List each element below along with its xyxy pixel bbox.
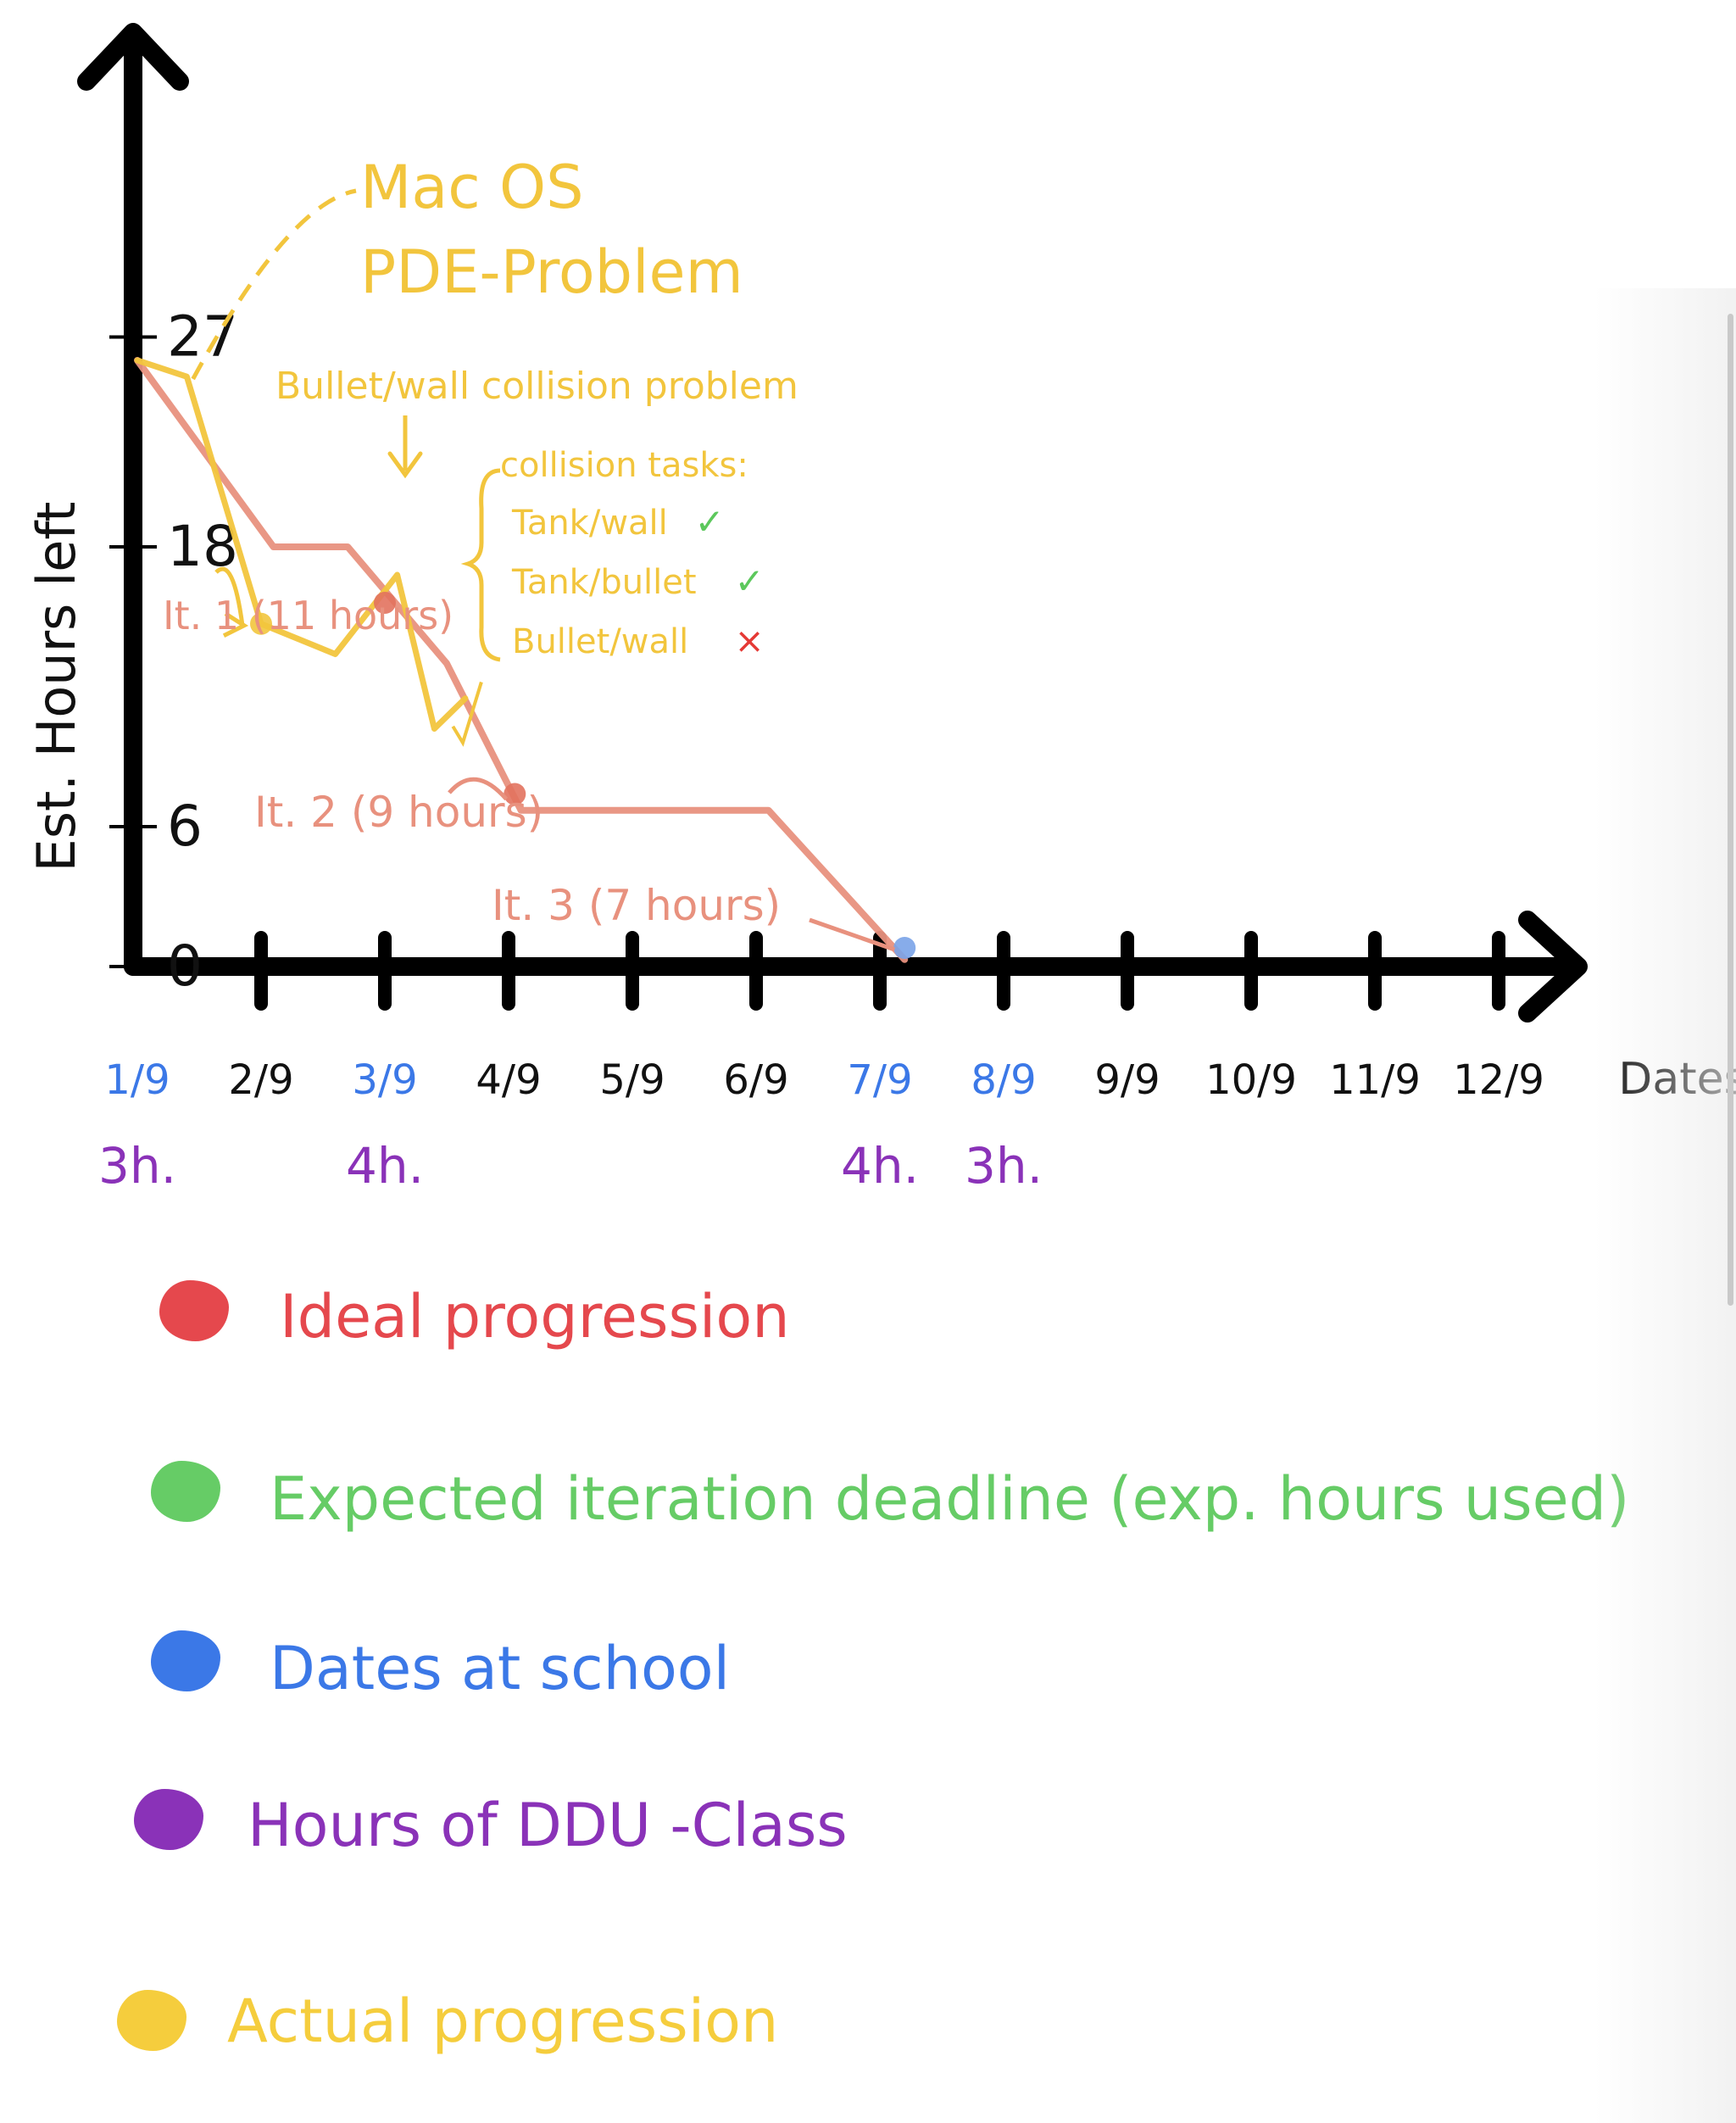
legend-label-school: Dates at school	[270, 1634, 731, 1703]
it1-arrow-head	[222, 611, 249, 638]
legend-label-ideal: Ideal progression	[280, 1282, 790, 1351]
macos-leader	[191, 188, 357, 381]
annotation-macos-line1: Mac OS	[360, 153, 584, 222]
collision-task-mark-3: ×	[735, 620, 765, 661]
series-lines	[109, 335, 909, 963]
x-tick-label: 12/9	[1453, 1056, 1544, 1104]
milestone-label-it1: It. 1 (11 hours)	[163, 593, 453, 638]
collision-task-mark-2: ✓	[735, 560, 765, 602]
collision-task-1: Tank/wall	[511, 504, 668, 543]
legend-swatch-expected	[151, 1461, 220, 1522]
legend-label-expected: Expected iteration deadline (exp. hours …	[270, 1464, 1630, 1534]
x-tick-label: 9/9	[1094, 1056, 1160, 1104]
milestone-dot-it1b	[374, 592, 396, 614]
y-axis-title: Est. Hours left	[25, 502, 87, 872]
x-tick-label: 4/9	[476, 1056, 541, 1104]
collision-task-mark-1: ✓	[695, 501, 725, 543]
annotations: Mac OS PDE-Problem Bullet/wall collision p…	[191, 153, 798, 747]
series-line-ideal	[134, 357, 909, 963]
x-tick-label: 1/9	[104, 1056, 170, 1104]
annotation-macos-line2: PDE-Problem	[360, 237, 743, 307]
x-ticks: 1/9 2/9 3/9 4/9 5/9 6/9 7/9 8/9 9/9 10/9 11/9 12/9	[104, 931, 1544, 1104]
x-tick-label: 8/9	[971, 1056, 1036, 1104]
actual-line-tail	[451, 681, 483, 747]
legend-label-actual: Actual progression	[227, 1986, 779, 2056]
axes: Est. Hours leftDates	[25, 23, 1736, 1105]
collision-task-2: Tank/bullet	[511, 563, 697, 602]
class-hours-row: 3h. 4h. 4h. 3h.	[98, 1137, 1043, 1195]
milestones: It. 1 (11 hours) It. 2 (9 hours) It. 3 (7 …	[163, 566, 916, 959]
x-tick-label: 5/9	[599, 1056, 665, 1104]
milestone-dot-it1	[250, 612, 272, 635]
y-tick-label: 0	[167, 933, 203, 999]
x-tick-label: 6/9	[723, 1056, 788, 1104]
y-axis-arrowhead	[77, 23, 189, 91]
legend-swatch-ddu	[134, 1789, 203, 1850]
scrollbar[interactable]	[1728, 314, 1733, 1306]
class-hours-label: 3h.	[965, 1137, 1043, 1195]
collision-task-3: Bullet/wall	[512, 622, 688, 661]
annotation-bullet-wall: Bullet/wall collision problem	[275, 365, 798, 408]
y-tick-label: 27	[167, 304, 238, 370]
x-tick-label: 10/9	[1205, 1056, 1297, 1104]
x-tick-label: 3/9	[352, 1056, 417, 1104]
legend-swatch-actual	[117, 1990, 186, 2051]
milestone-label-it2: It. 2 (9 hours)	[254, 788, 543, 837]
x-tick-label: 11/9	[1329, 1056, 1421, 1104]
class-hours-label: 4h.	[346, 1137, 424, 1195]
x-tick-label: 7/9	[847, 1056, 912, 1104]
milestone-dot-it2	[504, 783, 526, 805]
collision-tasks-title: collision tasks:	[500, 446, 748, 485]
bullet-wall-arrow-head	[387, 451, 423, 479]
legend-swatch-ideal	[159, 1280, 229, 1341]
x-axis-arrowhead	[1518, 911, 1588, 1022]
milestone-dot-it3	[893, 937, 916, 959]
class-hours-label: 3h.	[98, 1137, 176, 1195]
milestone-label-it3: It. 3 (7 hours)	[492, 881, 781, 930]
y-tick-label: 6	[167, 794, 203, 859]
it1-arrow	[214, 566, 245, 627]
legend-swatch-school	[151, 1630, 220, 1691]
class-hours-label: 4h.	[841, 1137, 919, 1195]
it3-leader	[809, 917, 896, 952]
series-line-actual	[134, 357, 469, 732]
collision-bracket	[460, 468, 501, 662]
x-tick-label: 2/9	[228, 1056, 293, 1104]
legend-label-ddu: Hours of DDU -Class	[248, 1791, 848, 1860]
scroll-shade	[1594, 288, 1736, 2123]
it2-leader	[448, 777, 509, 801]
